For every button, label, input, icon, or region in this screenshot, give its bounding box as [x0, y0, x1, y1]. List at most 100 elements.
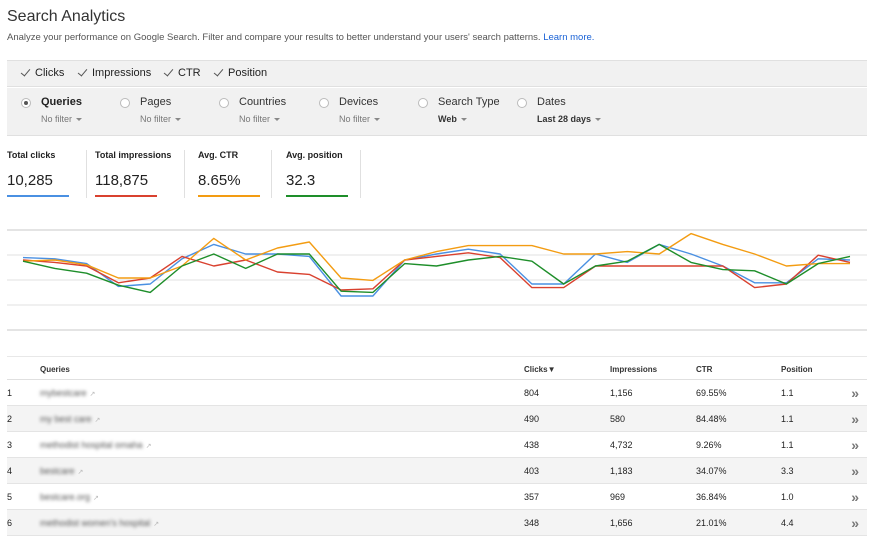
filter-dropdown[interactable]: No filter [339, 114, 381, 124]
filter-dropdown[interactable]: No filter [239, 114, 281, 124]
impressions-cell: 1,183 [610, 466, 633, 476]
metric-label: Total impressions [95, 150, 172, 160]
divider [360, 150, 361, 198]
queries-table: Queries Clicks▼ Impressions CTR Position… [7, 356, 867, 536]
metric-total-clicks[interactable]: Total clicks 10,285 [7, 150, 69, 198]
radio-icon[interactable] [319, 98, 329, 108]
divider [271, 150, 272, 198]
metric-label: Total clicks [7, 150, 56, 160]
toggle-clicks[interactable]: Clicks [21, 67, 64, 79]
learn-more-link[interactable]: Learn more. [543, 32, 595, 43]
caret-down-icon [274, 118, 281, 122]
ctr-cell: 21.01% [696, 518, 727, 528]
row-number: 5 [7, 492, 13, 502]
chevron-right-icon[interactable]: » [851, 489, 859, 505]
table-header: Queries Clicks▼ Impressions CTR Position [7, 356, 867, 380]
chevron-right-icon[interactable]: » [851, 463, 859, 479]
divider [184, 150, 185, 198]
metric-color-bar [198, 195, 260, 197]
clicks-cell: 348 [524, 518, 540, 528]
filter-dropdown[interactable]: No filter [140, 114, 182, 124]
row-number: 2 [7, 414, 13, 424]
filter-label: Pages [140, 96, 172, 108]
query-cell[interactable]: methodist hospital omaha ↗ [40, 440, 152, 450]
toggle-ctr[interactable]: CTR [164, 67, 201, 79]
position-cell: 4.4 [781, 518, 794, 528]
external-link-icon[interactable]: ↗ [94, 417, 101, 424]
column-header-impressions[interactable]: Impressions [610, 365, 658, 374]
page-description: Analyze your performance on Google Searc… [7, 32, 594, 43]
ctr-cell: 36.84% [696, 492, 727, 502]
radio-icon[interactable] [219, 98, 229, 108]
metric-color-bar [95, 195, 157, 197]
table-row[interactable]: 4 bestcare ↗ 403 1,183 34.07% 3.3 » [7, 458, 867, 484]
column-header-clicks[interactable]: Clicks▼ [524, 365, 556, 374]
toggle-label: Position [228, 67, 268, 79]
query-cell[interactable]: mybestcare ↗ [40, 388, 96, 398]
filter-bar: Queries No filter Pages No filter Countr… [7, 88, 867, 136]
metric-label: Avg. CTR [198, 150, 239, 160]
table-row[interactable]: 5 bestcare.org ↗ 357 969 36.84% 1.0 » [7, 484, 867, 510]
chevron-right-icon[interactable]: » [851, 437, 859, 453]
toggle-label: CTR [178, 67, 201, 79]
row-number: 4 [7, 466, 13, 476]
checkbox-checked-icon [78, 68, 88, 78]
metric-value: 8.65% [198, 172, 241, 189]
radio-icon[interactable] [418, 98, 428, 108]
series-line-3 [22, 243, 851, 294]
chevron-right-icon[interactable]: » [851, 411, 859, 427]
chevron-right-icon[interactable]: » [851, 515, 859, 531]
caret-down-icon [76, 118, 83, 122]
metric-label: Avg. position [286, 150, 343, 160]
caret-down-icon [460, 118, 467, 122]
position-cell: 1.1 [781, 440, 794, 450]
table-row[interactable]: 3 methodist hospital omaha ↗ 438 4,732 9.26% 1… [7, 432, 867, 458]
query-cell[interactable]: bestcare.org ↗ [40, 492, 99, 502]
table-row[interactable]: 1 mybestcare ↗ 804 1,156 69.55% 1.1 » [7, 380, 867, 406]
column-header-ctr[interactable]: CTR [696, 365, 713, 374]
position-cell: 3.3 [781, 466, 794, 476]
column-header-position[interactable]: Position [781, 365, 813, 374]
chevron-right-icon[interactable]: » [851, 385, 859, 401]
toggle-label: Clicks [35, 67, 65, 79]
metric-avg-ctr[interactable]: Avg. CTR 8.65% [198, 150, 260, 198]
metric-total-impressions[interactable]: Total impressions 118,875 [95, 150, 171, 198]
filter-dropdown[interactable]: Last 28 days [537, 114, 602, 124]
column-header-queries[interactable]: Queries [40, 365, 70, 374]
table-row[interactable]: 2 my best care ↗ 490 580 84.48% 1.1 » [7, 406, 867, 432]
table-row[interactable]: 6 methodist women's hospital ↗ 348 1,656 21.0… [7, 510, 867, 536]
metric-color-bar [7, 195, 69, 197]
external-link-icon[interactable]: ↗ [145, 443, 152, 450]
row-number: 3 [7, 440, 13, 450]
table-body: 1 mybestcare ↗ 804 1,156 69.55% 1.1 » 2 my best c… [7, 380, 867, 536]
radio-selected-icon[interactable] [21, 98, 31, 108]
radio-icon[interactable] [120, 98, 130, 108]
filter-label: Dates [537, 96, 566, 108]
ctr-cell: 34.07% [696, 466, 727, 476]
external-link-icon[interactable]: ↗ [153, 521, 160, 528]
caret-down-icon [175, 118, 182, 122]
performance-line-chart[interactable] [7, 220, 867, 332]
impressions-cell: 969 [610, 492, 626, 502]
clicks-cell: 438 [524, 440, 540, 450]
filter-label: Search Type [438, 96, 500, 108]
metric-value: 32.3 [286, 172, 316, 189]
filter-dropdown[interactable]: No filter [41, 114, 83, 124]
metric-avg-position[interactable]: Avg. position 32.3 [286, 150, 348, 198]
impressions-cell: 1,656 [610, 518, 633, 528]
toggle-impressions[interactable]: Impressions [78, 67, 151, 79]
external-link-icon[interactable]: ↗ [77, 469, 84, 476]
page-title: Search Analytics [7, 8, 126, 25]
metric-value: 10,285 [7, 172, 53, 189]
checkbox-checked-icon [214, 68, 224, 78]
query-cell[interactable]: methodist women's hospital ↗ [40, 518, 160, 528]
impressions-cell: 1,156 [610, 388, 633, 398]
filter-dropdown[interactable]: Web [438, 114, 467, 124]
external-link-icon[interactable]: ↗ [93, 495, 99, 502]
query-cell[interactable]: my best care ↗ [40, 414, 101, 424]
toggle-position[interactable]: Position [214, 67, 267, 79]
external-link-icon[interactable]: ↗ [89, 391, 96, 398]
query-cell[interactable]: bestcare ↗ [40, 466, 84, 476]
row-number: 1 [7, 388, 13, 398]
radio-icon[interactable] [517, 98, 527, 108]
